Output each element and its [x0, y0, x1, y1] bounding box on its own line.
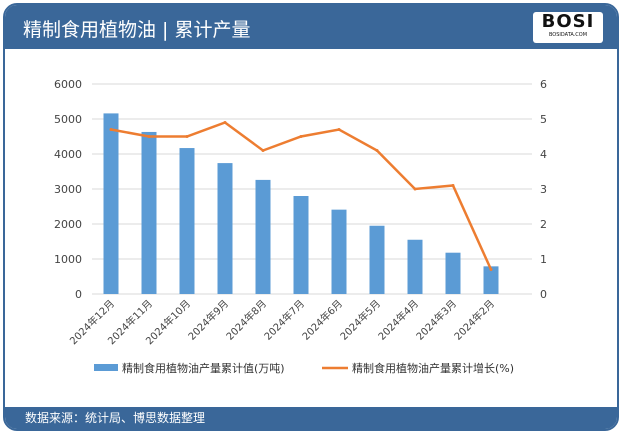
logo: BOSI BOSIDATA.COM — [533, 12, 603, 43]
y-tick-left: 0 — [75, 288, 82, 301]
line-point — [451, 184, 455, 187]
y-tick-right: 1 — [540, 253, 547, 266]
bar — [293, 196, 309, 294]
bar — [141, 131, 157, 294]
page-title: 精制食用植物油 | 累计产量 — [23, 19, 251, 41]
line-point — [147, 135, 151, 138]
logo-subtext: BOSIDATA.COM — [548, 32, 588, 38]
bar — [445, 252, 461, 294]
line-point — [261, 149, 265, 152]
line-point — [413, 187, 417, 191]
legend-bar-label: 精制食用植物油产量累计值(万吨) — [122, 361, 285, 375]
header: 精制食用植物油 | 累计产量 BOSI BOSIDATA.COM — [5, 5, 617, 49]
bar — [255, 179, 271, 294]
line-point — [109, 128, 113, 131]
logo-text: BOSI — [541, 11, 595, 32]
bar — [483, 266, 499, 294]
x-tick-label: 2024年2月 — [451, 297, 497, 343]
y-tick-left: 1000 — [54, 253, 82, 266]
legend-line-label: 精制食用植物油产量累计增长(%) — [352, 361, 514, 375]
source-footer: 数据来源：统计局、博思数据整理 — [5, 407, 617, 429]
line-point — [299, 135, 303, 138]
y-tick-right: 6 — [540, 78, 547, 91]
bar — [179, 148, 195, 294]
bar — [369, 225, 385, 294]
line-point — [375, 149, 379, 152]
y-tick-left: 4000 — [54, 148, 82, 161]
bar — [103, 113, 119, 295]
y-tick-left: 6000 — [54, 78, 82, 91]
line-point — [223, 121, 227, 124]
y-tick-right: 4 — [540, 148, 547, 161]
y-tick-left: 5000 — [54, 113, 82, 126]
y-tick-right: 3 — [540, 183, 547, 196]
y-tick-right: 2 — [540, 218, 547, 231]
bar — [217, 163, 233, 294]
bar — [407, 239, 423, 294]
line-point — [337, 128, 341, 131]
line-point — [489, 268, 493, 271]
bar — [331, 209, 347, 294]
line-point — [185, 135, 189, 138]
legend-bar-swatch — [94, 364, 118, 371]
y-tick-left: 2000 — [54, 218, 82, 231]
y-tick-left: 3000 — [54, 183, 82, 196]
y-tick-right: 5 — [540, 113, 547, 126]
y-tick-right: 0 — [540, 288, 547, 301]
